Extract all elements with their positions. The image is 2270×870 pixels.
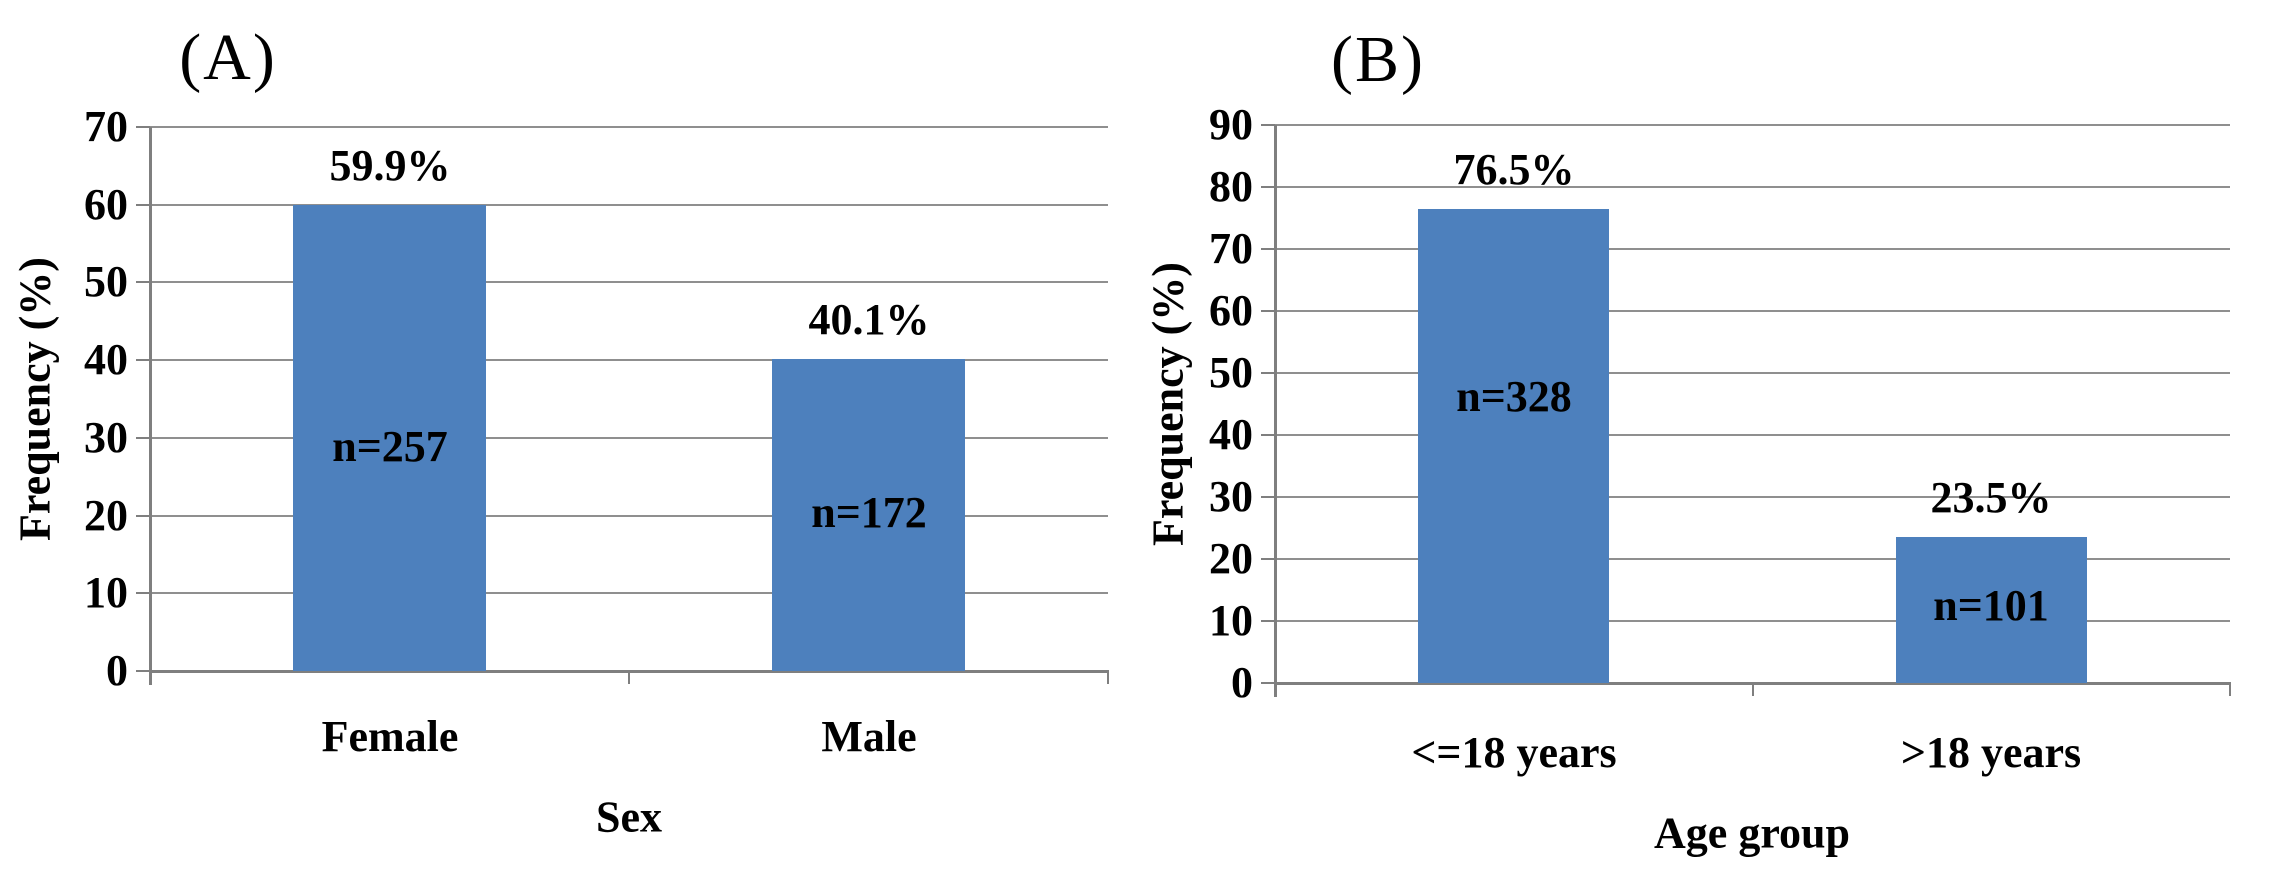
- gridline-40: [150, 359, 1108, 361]
- y-tick-label-30: 30: [1209, 472, 1253, 521]
- bar-female: [293, 205, 486, 671]
- gridline-70: [150, 126, 1108, 128]
- y-tick-label-80: 80: [1209, 162, 1253, 211]
- y-tick-mark-70: [1261, 248, 1275, 250]
- y-tick-mark-30: [136, 437, 150, 439]
- value-label-female: 59.9%: [329, 141, 451, 190]
- y-tick-mark-10: [1261, 620, 1275, 622]
- x-tick-mark-0: [149, 671, 151, 684]
- count-label-18-years: n=101: [1933, 581, 2049, 630]
- y-tick-label-70: 70: [84, 102, 128, 151]
- bar-18-years: [1418, 209, 1609, 683]
- gridline-60: [150, 204, 1108, 206]
- y-tick-mark-50: [136, 281, 150, 283]
- y-tick-mark-20: [1261, 558, 1275, 560]
- x-tick-label-18-years: >18 years: [1900, 728, 2082, 777]
- y-tick-label-60: 60: [84, 180, 128, 229]
- y-tick-label-60: 60: [1209, 286, 1253, 335]
- y-tick-label-90: 90: [1209, 100, 1253, 149]
- y-tick-mark-90: [1261, 124, 1275, 126]
- y-tick-label-50: 50: [1209, 348, 1253, 397]
- y-tick-mark-0: [1261, 682, 1275, 684]
- x-tick-label-female: Female: [321, 712, 459, 761]
- gridline-80: [1275, 186, 2230, 188]
- x-tick-label-male: Male: [821, 712, 917, 761]
- y-tick-label-20: 20: [84, 491, 128, 540]
- gridline-50: [150, 281, 1108, 283]
- y-tick-label-40: 40: [84, 335, 128, 384]
- y-tick-label-0: 0: [1231, 658, 1253, 707]
- gridline-30: [1275, 496, 2230, 498]
- x-tick-mark-0: [1274, 683, 1276, 696]
- y-tick-label-70: 70: [1209, 224, 1253, 273]
- bar-18-years: [1896, 537, 2087, 683]
- y-tick-mark-70: [136, 126, 150, 128]
- value-label-male: 40.1%: [808, 295, 930, 344]
- y-tick-label-10: 10: [1209, 596, 1253, 645]
- x-tick-mark-1: [628, 671, 630, 684]
- y-tick-mark-40: [136, 359, 150, 361]
- y-tick-mark-60: [136, 204, 150, 206]
- value-label-18-years: 23.5%: [1930, 473, 2052, 522]
- count-label-18-years: n=328: [1456, 372, 1572, 421]
- gridline-10: [1275, 620, 2230, 622]
- y-tick-mark-10: [136, 592, 150, 594]
- y-tick-label-0: 0: [106, 646, 128, 695]
- gridline-40: [1275, 434, 2230, 436]
- x-tick-mark-1: [1752, 683, 1754, 696]
- x-tick-mark-2: [1107, 671, 1109, 684]
- y-tick-mark-60: [1261, 310, 1275, 312]
- panel-b-x-axis-title: Age group: [1654, 808, 1850, 858]
- gridline-10: [150, 592, 1108, 594]
- y-tick-mark-50: [1261, 372, 1275, 374]
- y-tick-label-10: 10: [84, 568, 128, 617]
- panel-a-title: (A): [179, 21, 277, 94]
- count-label-male: n=172: [811, 488, 927, 537]
- x-tick-mark-2: [2229, 683, 2231, 696]
- y-tick-mark-0: [136, 670, 150, 672]
- gridline-30: [150, 437, 1108, 439]
- y-tick-mark-80: [1261, 186, 1275, 188]
- y-tick-label-20: 20: [1209, 534, 1253, 583]
- y-tick-label-40: 40: [1209, 410, 1253, 459]
- gridline-20: [1275, 558, 2230, 560]
- x-tick-label-18-years: <=18 years: [1411, 728, 1617, 777]
- gridline-70: [1275, 248, 2230, 250]
- gridline-90: [1275, 124, 2230, 126]
- count-label-female: n=257: [332, 422, 448, 471]
- y-tick-mark-30: [1261, 496, 1275, 498]
- y-tick-mark-20: [136, 515, 150, 517]
- y-axis-line: [149, 127, 152, 685]
- panel-b-title: (B): [1331, 23, 1425, 96]
- bar-male: [772, 359, 965, 671]
- gridline-20: [150, 515, 1108, 517]
- y-axis-line: [1274, 125, 1277, 697]
- panel-a-x-axis-title: Sex: [596, 792, 662, 842]
- y-tick-label-50: 50: [84, 257, 128, 306]
- gridline-60: [1275, 310, 2230, 312]
- y-tick-label-30: 30: [84, 413, 128, 462]
- gridline-50: [1275, 372, 2230, 374]
- y-tick-mark-40: [1261, 434, 1275, 436]
- value-label-18-years: 76.5%: [1453, 145, 1575, 194]
